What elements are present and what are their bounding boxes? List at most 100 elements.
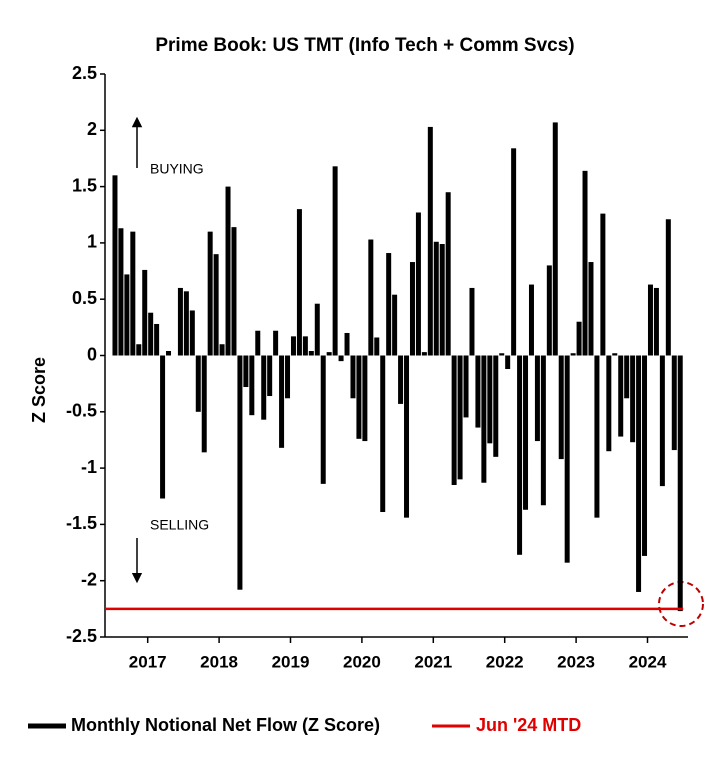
bar	[421, 352, 427, 356]
bar	[195, 355, 201, 412]
bar	[392, 294, 398, 356]
bar	[332, 166, 338, 356]
bar	[499, 353, 505, 356]
bar	[308, 350, 314, 356]
y-tick-label: -2	[81, 569, 97, 589]
bar	[296, 209, 302, 356]
bar	[302, 336, 308, 356]
bar	[665, 219, 671, 356]
bar	[344, 332, 350, 356]
bar	[469, 287, 475, 356]
bar	[177, 287, 183, 356]
x-tick-label: 2023	[557, 652, 595, 671]
y-tick-label: -0.5	[66, 401, 97, 421]
bar	[142, 269, 148, 356]
bar	[463, 355, 469, 418]
annotation: BUYING	[150, 161, 204, 177]
bar	[189, 310, 195, 356]
y-tick-label: -1.5	[66, 513, 97, 533]
bar	[612, 353, 618, 356]
x-tick-label: 2020	[343, 652, 381, 671]
bar	[653, 287, 659, 356]
bar	[659, 355, 665, 487]
bar	[528, 284, 534, 356]
bar	[481, 355, 487, 483]
bar	[386, 253, 392, 356]
y-tick-label: -1	[81, 457, 97, 477]
bar	[451, 355, 457, 485]
x-tick-label: 2024	[629, 652, 667, 671]
bar	[409, 262, 415, 356]
bar	[255, 330, 261, 356]
bar	[130, 231, 136, 356]
bar	[564, 355, 570, 563]
bar	[540, 355, 546, 506]
bar	[433, 241, 439, 356]
bar	[636, 355, 642, 592]
bar	[243, 355, 249, 388]
bar	[398, 355, 404, 404]
bar	[534, 355, 540, 442]
bar	[457, 355, 463, 480]
bar	[374, 337, 380, 356]
bar	[600, 213, 606, 356]
bar	[493, 355, 499, 457]
bar	[154, 323, 160, 356]
legend-label: Monthly Notional Net Flow (Z Score)	[71, 715, 380, 735]
bar	[558, 355, 564, 460]
bar	[642, 355, 648, 556]
bar	[368, 239, 374, 356]
bar	[487, 355, 493, 444]
bar	[273, 330, 279, 356]
bar	[380, 355, 386, 513]
bar	[124, 274, 130, 356]
bar	[231, 227, 237, 356]
bar	[320, 355, 326, 484]
bar	[350, 355, 356, 399]
bar	[356, 355, 362, 439]
bar	[588, 262, 594, 356]
bar	[630, 355, 636, 443]
bar	[148, 312, 154, 356]
bar	[279, 355, 285, 448]
bar	[415, 212, 421, 356]
bar	[439, 244, 445, 356]
annotation: SELLING	[150, 517, 209, 533]
bar	[261, 355, 267, 420]
bar	[338, 355, 344, 362]
bar	[511, 148, 517, 356]
bar	[237, 355, 243, 590]
bar	[213, 254, 219, 356]
bar	[207, 231, 213, 356]
y-tick-label: 0.5	[72, 288, 97, 308]
bar	[166, 350, 172, 356]
bar	[552, 122, 558, 356]
bar	[475, 355, 481, 428]
bar	[118, 228, 124, 356]
bar	[523, 355, 529, 510]
bar	[546, 265, 552, 356]
y-tick-label: 2.5	[72, 63, 97, 83]
bar	[314, 303, 320, 356]
y-tick-label: 2	[87, 119, 97, 139]
bar	[582, 170, 588, 356]
legend-label: Jun '24 MTD	[476, 715, 581, 735]
chart-title: Prime Book: US TMT (Info Tech + Comm Svc…	[155, 35, 574, 56]
bar	[219, 344, 225, 356]
bar	[112, 175, 118, 356]
bar	[290, 336, 296, 356]
bar	[136, 344, 142, 356]
bar	[201, 355, 207, 453]
bar	[225, 186, 231, 356]
bar	[570, 353, 576, 356]
bar	[249, 355, 255, 416]
bar	[183, 291, 189, 356]
x-tick-label: 2019	[272, 652, 310, 671]
bar	[404, 355, 410, 518]
bar	[677, 355, 683, 612]
bar	[427, 126, 433, 356]
x-tick-label: 2018	[200, 652, 238, 671]
bar	[647, 284, 653, 356]
bar	[267, 355, 273, 397]
